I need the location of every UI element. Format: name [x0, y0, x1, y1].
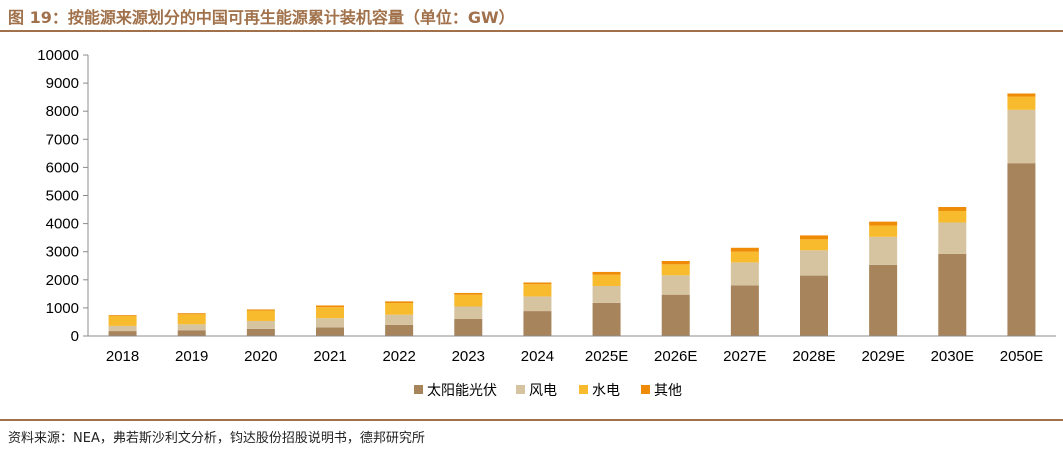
bar-segment — [108, 316, 137, 326]
bar-segment — [108, 331, 137, 336]
bar-segment — [730, 247, 759, 252]
y-tick-label: 8000 — [46, 103, 79, 120]
legend: 太阳能光伏 风电 水电 其他 — [414, 383, 682, 399]
y-tick-label: 10000 — [37, 47, 79, 64]
bar-segment — [869, 221, 898, 226]
bar-segment — [661, 294, 690, 336]
bar-segment — [385, 314, 414, 325]
bar-segment — [730, 285, 759, 336]
legend-swatch — [641, 385, 650, 394]
x-tick-label: 2029E — [861, 348, 904, 365]
bar-segment — [661, 264, 690, 276]
bar-segment — [1007, 93, 1036, 97]
bar-segment — [385, 301, 414, 304]
x-tick-label: 2018 — [106, 348, 139, 365]
y-tick-label: 1000 — [46, 300, 79, 317]
bar-segment — [938, 210, 967, 223]
bar-segment — [523, 284, 552, 297]
bar-segment — [108, 315, 137, 317]
x-tick-label: 2030E — [931, 348, 974, 365]
bar-segment — [1007, 96, 1036, 110]
legend-swatch — [414, 385, 423, 394]
x-tick-label: 2023 — [452, 348, 485, 365]
bar-segment — [523, 296, 552, 312]
bar-segment — [177, 330, 206, 336]
x-axis: 2018 2019 2020 2021 2022 2023 2024 2025E 2026E 20… — [88, 335, 1056, 365]
bar-segment — [316, 305, 344, 308]
bar-segment — [177, 324, 206, 331]
bar-segment — [246, 320, 275, 329]
bar-segment — [730, 262, 759, 286]
bar-segment — [454, 292, 483, 295]
x-tick-label: 2025E — [585, 348, 628, 365]
bar-segment — [246, 328, 275, 336]
bar-segment — [523, 311, 552, 336]
legend-label: 太阳能光伏 — [427, 383, 497, 399]
bar-segment — [730, 251, 759, 263]
bar-segment — [592, 285, 621, 303]
y-tick-label: 2000 — [46, 272, 79, 289]
x-tick-label: 2022 — [382, 348, 415, 365]
x-tick-label: 2020 — [244, 348, 277, 365]
bar-segment — [661, 260, 690, 265]
y-tick-label: 5000 — [46, 188, 79, 205]
x-tick-label: 2019 — [175, 348, 208, 365]
x-tick-label: 2021 — [313, 348, 346, 365]
bar-segment — [523, 282, 552, 285]
x-tick-label: 2028E — [792, 348, 835, 365]
y-tick-label: 9000 — [46, 75, 79, 92]
bar-segment — [1007, 163, 1036, 336]
bar-segment — [869, 225, 898, 237]
y-tick-label: 7000 — [46, 131, 79, 148]
bar-segment — [869, 236, 898, 265]
bar-segment — [316, 318, 344, 328]
legend-label: 风电 — [529, 383, 557, 399]
bar-segment — [592, 274, 621, 286]
bar-segment — [385, 303, 414, 315]
bar-segment — [316, 327, 344, 336]
y-tick-label: 6000 — [46, 159, 79, 176]
bar-segment — [592, 271, 621, 275]
legend-swatch — [516, 385, 525, 394]
bar-segment — [800, 250, 828, 276]
bar-segment — [454, 294, 483, 307]
x-tick-label: 2026E — [654, 348, 697, 365]
bar-segment — [938, 253, 967, 336]
bar-segment — [108, 325, 137, 332]
bar-segment — [800, 275, 828, 336]
bar-segment — [177, 314, 206, 325]
bars — [108, 93, 1036, 336]
x-tick-label: 2050E — [1000, 348, 1043, 365]
footer-divider — [0, 419, 1063, 421]
bar-segment — [800, 239, 828, 251]
legend-label: 其他 — [654, 383, 682, 399]
bar-segment — [938, 207, 967, 211]
bar-segment — [661, 275, 690, 295]
x-tick-label: 2024 — [521, 348, 554, 365]
title-divider — [0, 30, 1063, 32]
bar-segment — [454, 306, 483, 319]
legend-label: 水电 — [592, 383, 620, 399]
bar-segment — [454, 318, 483, 336]
chart-title: 图 19：按能源来源划分的中国可再生能源累计装机容量（单位：GW） — [8, 8, 515, 27]
bar-segment — [800, 235, 828, 240]
bar-segment — [592, 302, 621, 336]
x-tick-label: 2027E — [723, 348, 766, 365]
bar-segment — [177, 313, 206, 315]
y-tick-label: 4000 — [46, 216, 79, 233]
y-axis: 0 1000 2000 3000 4000 5000 6000 7000 8000 9000 100… — [37, 47, 89, 345]
bar-segment — [869, 264, 898, 336]
legend-swatch — [579, 385, 588, 394]
bar-segment — [938, 222, 967, 254]
bar-segment — [1007, 109, 1036, 164]
bar-segment — [246, 310, 275, 321]
bar-segment — [246, 309, 275, 311]
source-note: 资料来源：NEA，弗若斯沙利文分析，钧达股份招股说明书，德邦研究所 — [8, 431, 425, 446]
y-tick-label: 0 — [71, 328, 79, 345]
bar-segment — [385, 324, 414, 336]
bar-segment — [316, 307, 344, 319]
y-tick-label: 3000 — [46, 244, 79, 261]
